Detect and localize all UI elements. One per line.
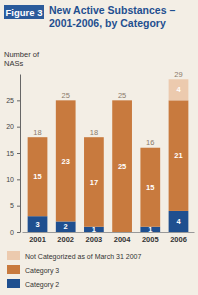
- total-label: 25: [118, 91, 126, 100]
- x-tick: 2004: [114, 232, 132, 244]
- data-label: 23: [62, 157, 70, 166]
- y-tick-label: 15: [6, 150, 14, 157]
- bar-segment: [169, 100, 189, 211]
- total-label: 18: [90, 128, 98, 137]
- legend-swatch: [7, 279, 20, 288]
- bar-segment: [169, 211, 189, 232]
- bar-segment: [56, 100, 76, 221]
- y-tick-mark: [17, 127, 20, 128]
- y-tick-mark: [17, 100, 20, 101]
- bar-segment: [169, 79, 189, 100]
- x-tick-label: 2005: [142, 235, 159, 244]
- legend-label: Category 2: [25, 281, 59, 289]
- x-tick: 2001: [29, 232, 46, 244]
- legend-label: Category 3: [25, 267, 59, 275]
- bar-segment: [28, 137, 48, 216]
- x-tick-label: 2004: [114, 235, 132, 244]
- y-tick: 10: [6, 176, 20, 183]
- background: [0, 0, 198, 295]
- y-tick-mark: [17, 179, 20, 180]
- data-label: 17: [90, 178, 98, 187]
- bar-segment: [56, 221, 76, 232]
- bars: [28, 79, 189, 232]
- figure-label-group: Figure 3: [4, 5, 44, 19]
- data-label: 3: [35, 220, 39, 229]
- y-tick-mark: [17, 232, 20, 233]
- bar-segment: [112, 100, 132, 232]
- chart: Figure 332114152317251521418251825162905…: [0, 0, 198, 295]
- bar-segment: [140, 148, 160, 227]
- x-tick: 2003: [86, 232, 103, 244]
- data-label: 25: [118, 162, 126, 171]
- x-tick-label: 2006: [170, 235, 187, 244]
- bar-segment: [84, 137, 104, 227]
- data-label: 15: [146, 183, 154, 192]
- x-tick: 2006: [170, 232, 187, 244]
- data-label: 15: [33, 172, 41, 181]
- data-label: 21: [174, 151, 182, 160]
- y-tick: 25: [6, 97, 20, 104]
- data-labels: 321141523172515214182518251629: [33, 70, 182, 234]
- legend-swatch: [7, 265, 20, 274]
- x-tick: 2005: [142, 232, 159, 244]
- y-tick-label: 0: [10, 229, 14, 236]
- x-tick-label: 2002: [57, 235, 74, 244]
- y-tick-label: 20: [6, 123, 14, 130]
- figure-label: Figure 3: [6, 7, 43, 18]
- y-axis-line: [20, 75, 21, 233]
- y-tick-mark: [17, 153, 20, 154]
- total-label: 25: [62, 91, 70, 100]
- data-label: 2: [64, 222, 68, 231]
- y-tick-mark: [17, 206, 20, 207]
- x-axis: 2001 2002 2003 2004 2005 2006: [23, 232, 195, 244]
- legend: Not Categorized as of March 31 2007 Categ…: [7, 251, 141, 289]
- x-tick-label: 2003: [86, 235, 103, 244]
- y-tick-label: 5: [10, 202, 14, 209]
- y-tick: 20: [6, 123, 20, 130]
- y-axis: 0 5 10 15 20 25: [6, 75, 20, 236]
- y-tick: 0: [10, 229, 20, 236]
- data-label: 4: [176, 85, 181, 94]
- total-label: 18: [33, 128, 41, 137]
- legend-swatch: [7, 251, 20, 260]
- y-tick: 15: [6, 150, 20, 157]
- x-tick-label: 2001: [29, 235, 46, 244]
- x-axis-line: [23, 232, 195, 233]
- y-axis-title: Number of NASs: [4, 50, 44, 68]
- figure-label-box: [4, 5, 44, 19]
- legend-label: Not Categorized as of March 31 2007: [25, 253, 141, 261]
- y-tick: 5: [10, 202, 20, 209]
- total-label: 29: [174, 70, 182, 79]
- title: New Active Substances – 2001-2006, by Ca…: [49, 4, 195, 30]
- y-tick-label: 10: [6, 176, 14, 183]
- y-tick-label: 25: [6, 97, 14, 104]
- bar-segment: [28, 216, 48, 232]
- x-tick: 2002: [57, 232, 74, 244]
- data-label: 4: [176, 217, 181, 226]
- total-label: 16: [146, 138, 154, 147]
